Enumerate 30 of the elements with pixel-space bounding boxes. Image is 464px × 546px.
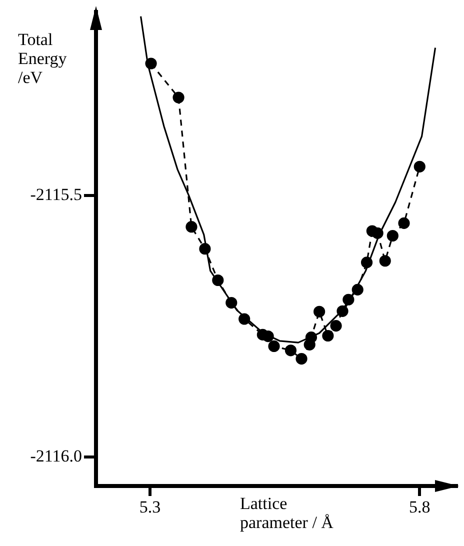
point <box>372 227 384 239</box>
point <box>226 296 238 309</box>
point <box>336 305 348 317</box>
y-tick-label: -2115.5 <box>30 184 82 204</box>
point <box>268 340 280 352</box>
point <box>342 294 354 306</box>
point <box>172 92 184 104</box>
point <box>314 306 326 318</box>
point <box>186 221 198 233</box>
point <box>352 284 364 296</box>
point <box>398 217 410 229</box>
point <box>379 255 391 267</box>
point <box>284 344 297 356</box>
point <box>238 313 250 325</box>
point <box>322 330 334 342</box>
point <box>360 256 373 268</box>
point <box>414 160 426 172</box>
x-tick-label: 5.8 <box>409 498 430 517</box>
point <box>296 352 308 365</box>
point <box>199 243 211 255</box>
point <box>262 330 274 342</box>
point <box>145 58 157 70</box>
x-tick-label: 5.3 <box>139 498 161 517</box>
x-axis-title: Lattice parameter / Å <box>240 494 334 532</box>
point <box>386 230 398 242</box>
y-axis-title: Total Energy /eV <box>18 30 68 87</box>
y-tick-label: -2116.0 <box>30 446 82 466</box>
point <box>330 320 342 332</box>
point <box>212 274 224 286</box>
point <box>305 332 318 344</box>
